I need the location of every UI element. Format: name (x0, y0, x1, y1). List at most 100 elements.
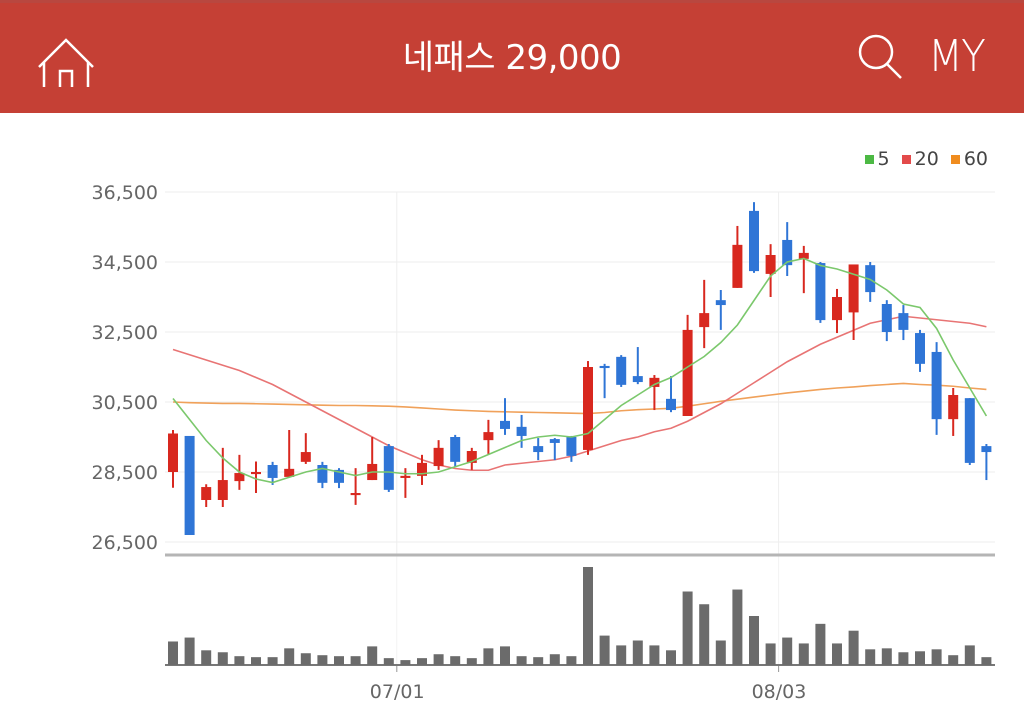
volume-bar (583, 567, 593, 665)
candle-up (732, 244, 743, 288)
candle-up (583, 367, 593, 450)
volume-bar (284, 648, 295, 665)
volume-bar (699, 604, 710, 665)
volume-bar (931, 649, 942, 665)
ma20-line (172, 315, 987, 472)
volume-bar (865, 649, 876, 665)
my-page-button[interactable]: MY (928, 31, 986, 82)
ma60-line (172, 382, 987, 415)
y-axis-label: 34,500 (92, 252, 158, 274)
legend-item-ma5: 5 (864, 148, 890, 170)
candle-up (168, 433, 178, 472)
volume-bar (815, 623, 826, 665)
page-title: 네패스 29,000 (402, 38, 622, 78)
volume-bar (516, 656, 527, 665)
volume-bar (666, 650, 676, 665)
volume-bar (832, 643, 842, 665)
candle-down (666, 398, 676, 411)
candle-up (483, 432, 494, 441)
candle-down (184, 435, 195, 535)
candle-up (832, 297, 842, 321)
volume-bar (964, 645, 975, 665)
volume-bar (168, 641, 178, 665)
volume-bar (649, 645, 660, 665)
legend-swatch (950, 154, 960, 164)
volume-bar (798, 643, 809, 665)
volume-bar (433, 654, 444, 665)
volume-bar (184, 637, 195, 665)
candle-down (915, 333, 925, 364)
y-axis-label: 30,500 (92, 392, 158, 414)
candle-down (334, 469, 344, 483)
candle-down (632, 376, 643, 383)
volume-bar (317, 655, 328, 665)
legend-label: 20 (914, 148, 939, 170)
volume-bar (549, 654, 560, 665)
volume-bar (848, 630, 859, 665)
volume-bar (599, 635, 610, 665)
candle-down (881, 304, 892, 332)
candle-down (782, 239, 793, 266)
volume-bar (417, 658, 427, 665)
candle-up (466, 451, 477, 463)
candle-up (234, 473, 245, 482)
top-app-bar: 네패스 29,000 MY (0, 0, 1024, 113)
candle-up (251, 472, 261, 475)
candle-up (400, 475, 411, 478)
candle-down (599, 365, 610, 369)
y-axis-label: 28,500 (92, 462, 158, 484)
candle-up (649, 377, 660, 387)
candle-down (616, 356, 627, 385)
candle-down (516, 426, 527, 436)
volume-bar (749, 616, 759, 665)
volume-bar (981, 657, 992, 665)
candle-up (217, 480, 228, 500)
candle-up (284, 468, 295, 477)
volume-bar (466, 658, 477, 665)
legend-item-ma20: 20 (901, 148, 939, 170)
y-axis-label: 32,500 (92, 322, 158, 344)
volume-bar (915, 651, 925, 665)
candle-up (699, 313, 710, 328)
volume-bar (483, 648, 494, 665)
x-axis-label: 07/01 (370, 681, 425, 703)
candle-down (815, 263, 826, 321)
volume-bar (732, 589, 743, 665)
volume-bar (217, 652, 228, 665)
volume-bar (782, 637, 793, 665)
search-icon[interactable] (856, 33, 906, 81)
y-axis-label: 36,500 (92, 182, 158, 204)
volume-bar (267, 657, 278, 665)
candle-up (433, 447, 444, 467)
legend-label: 60 (963, 148, 988, 170)
volume-bar (765, 643, 776, 665)
volume-bar (632, 640, 643, 665)
candle-up (201, 487, 212, 500)
volume-bar (948, 655, 959, 665)
volume-bar (715, 640, 726, 665)
volume-bar (500, 646, 510, 665)
y-axis-label: 26,500 (92, 532, 158, 554)
legend-label: 5 (877, 148, 890, 170)
home-icon[interactable] (36, 37, 96, 89)
candle-up (417, 462, 427, 476)
candle-down (715, 300, 726, 306)
legend-item-ma60: 60 (950, 148, 988, 170)
candle-down (500, 420, 510, 429)
candle-up (948, 395, 959, 420)
candle-down (383, 446, 394, 490)
volume-bar (682, 591, 693, 665)
volume-bar (334, 656, 344, 665)
legend-swatch (901, 154, 911, 164)
volume-bar (367, 646, 378, 665)
candle-up (682, 329, 693, 416)
candle-down (749, 210, 759, 272)
volume-bar (400, 660, 411, 665)
candle-down (267, 465, 278, 478)
volume-bar (300, 653, 311, 665)
candle-down (931, 351, 942, 420)
volume-bar (881, 648, 892, 665)
candle-down (566, 437, 577, 456)
volume-bar (234, 656, 245, 665)
